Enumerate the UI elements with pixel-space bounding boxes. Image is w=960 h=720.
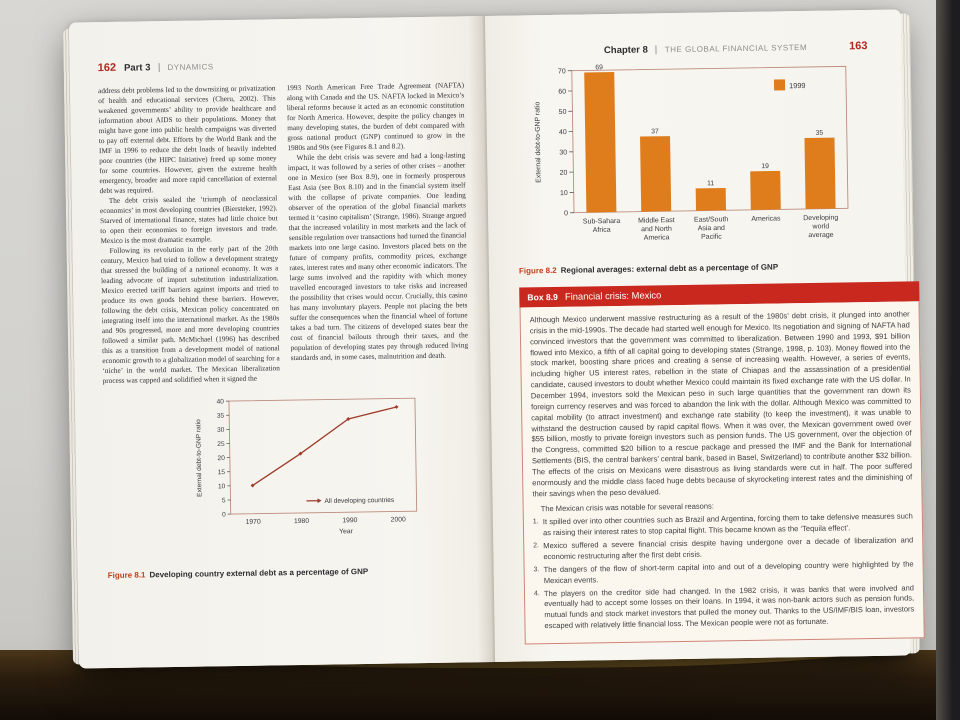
svg-text:10: 10	[560, 190, 568, 197]
svg-text:11: 11	[707, 180, 714, 187]
figure-8-1-caption: Figure 8.1 Developing country external de…	[108, 565, 438, 579]
svg-text:30: 30	[217, 426, 225, 433]
svg-text:37: 37	[651, 128, 659, 135]
open-book: 162 Part 3 DYNAMICS address debt problem…	[63, 9, 925, 669]
svg-text:Year: Year	[339, 528, 354, 535]
box-list-item: The dangers of the flow of short-term ca…	[543, 559, 914, 585]
figure-8-2-caption: Figure 8.2 Regional averages: external de…	[518, 261, 871, 276]
left-running-header: 162 Part 3 DYNAMICS	[98, 56, 464, 74]
svg-text:0: 0	[564, 210, 568, 217]
svg-text:Sub-Sahara: Sub-Sahara	[583, 218, 621, 226]
svg-text:40: 40	[559, 129, 567, 136]
svg-text:Middle East: Middle East	[638, 217, 675, 225]
paragraph: The debt crisis sealed the ‘triumph of n…	[99, 193, 278, 245]
figure-8-1-chart: 0 5 10 15 20 25 30 35 40 1970 1980 1990 2000 Year Exte…	[191, 390, 472, 559]
svg-text:1970: 1970	[246, 518, 261, 525]
svg-text:world: world	[811, 223, 829, 230]
figure-8-2-chart: 0 10 20 30 40 50 60 70 External debt-to-GNP rati…	[528, 56, 871, 262]
table-edge	[936, 0, 960, 720]
svg-text:America: America	[644, 234, 670, 241]
box-8-9-body: Although Mexico underwent massive restru…	[519, 301, 925, 645]
svg-text:East/South: East/South	[694, 216, 728, 224]
paragraph: Following its revolution in the early pa…	[100, 243, 280, 385]
figure-label: Figure 8.1	[107, 569, 146, 580]
svg-text:60: 60	[558, 89, 566, 96]
svg-text:10: 10	[218, 483, 226, 490]
box-numbered-list: It spilled over into other countries suc…	[533, 512, 915, 633]
paragraph: While the debt crisis was severe and had…	[287, 150, 469, 362]
svg-text:1980: 1980	[294, 517, 309, 524]
page-162: 162 Part 3 DYNAMICS address debt problem…	[68, 16, 496, 669]
figure-caption-text: Regional averages: external debt as a pe…	[560, 262, 779, 275]
svg-text:30: 30	[559, 149, 567, 156]
svg-text:20: 20	[560, 170, 568, 177]
body-text-columns: address debt problems led to the downsiz…	[98, 80, 469, 385]
part-title: DYNAMICS	[167, 62, 214, 73]
svg-text:35: 35	[816, 130, 824, 137]
svg-text:Pacific: Pacific	[701, 234, 722, 241]
box-title: Financial crisis: Mexico	[564, 289, 662, 302]
chapter-label: Chapter 8	[603, 44, 648, 57]
svg-text:All developing countries: All developing countries	[324, 496, 394, 504]
svg-text:35: 35	[217, 412, 225, 419]
svg-text:and North: and North	[641, 226, 672, 233]
box-label: Box 8.9	[527, 291, 559, 303]
right-running-header: Chapter 8 THE GLOBAL FINANCIAL SYSTEM 16…	[515, 40, 868, 58]
text-column-2: 1993 North American Free Trade Agreement…	[286, 80, 468, 382]
svg-text:19: 19	[761, 163, 769, 170]
box-list-item: The players on the creditor side had cha…	[543, 582, 915, 631]
figure-caption-text: Developing country external debt as a pe…	[149, 566, 369, 579]
line-chart-svg: 0 5 10 15 20 25 30 35 40 1970 1980 1990 2000 Year Exte…	[195, 397, 418, 535]
paragraph: address debt problems led to the downsiz…	[97, 83, 278, 195]
svg-text:Americas: Americas	[751, 215, 781, 222]
svg-text:69: 69	[595, 64, 603, 71]
part-label: Part 3	[123, 62, 151, 74]
svg-text:25: 25	[217, 440, 225, 447]
svg-text:Developing: Developing	[803, 215, 838, 223]
svg-text:Asia and: Asia and	[698, 225, 725, 232]
svg-text:20: 20	[217, 455, 225, 462]
svg-text:1999: 1999	[789, 81, 806, 90]
paragraph: 1993 North American Free Trade Agreement…	[286, 80, 465, 153]
box-list-item: Mexico suffered a severe financial crisi…	[543, 535, 914, 562]
svg-text:average: average	[808, 232, 834, 239]
page-163: Chapter 8 THE GLOBAL FINANCIAL SYSTEM 16…	[484, 9, 925, 662]
box-paragraph: Although Mexico underwent massive restru…	[529, 309, 913, 499]
svg-text:1990: 1990	[342, 517, 357, 524]
box-8-9: Box 8.9 Financial crisis: Mexico Althoug…	[519, 281, 925, 645]
svg-text:0: 0	[222, 511, 226, 518]
svg-text:External debt-to-GNP ratio: External debt-to-GNP ratio	[195, 418, 203, 496]
svg-text:External debt-to-GNP ratio: External debt-to-GNP ratio	[534, 101, 542, 182]
svg-text:40: 40	[217, 398, 225, 405]
header-divider	[655, 44, 657, 54]
header-divider	[158, 62, 160, 72]
page-number-left: 162	[97, 61, 117, 75]
bar-chart-svg: 0 10 20 30 40 50 60 70 External debt-to-GNP rati…	[534, 64, 849, 242]
box-list-item: It spilled over into other countries suc…	[542, 511, 913, 538]
svg-text:15: 15	[218, 469, 226, 476]
svg-text:50: 50	[559, 109, 567, 116]
svg-text:2000: 2000	[391, 516, 406, 523]
svg-text:Africa: Africa	[593, 227, 611, 234]
page-number-right: 163	[848, 40, 868, 53]
figure-label: Figure 8.2	[518, 265, 557, 276]
svg-text:70: 70	[558, 68, 566, 75]
chapter-title: THE GLOBAL FINANCIAL SYSTEM	[664, 42, 808, 55]
text-column-1: address debt problems led to the downsiz…	[98, 83, 280, 385]
svg-text:5: 5	[222, 497, 226, 504]
